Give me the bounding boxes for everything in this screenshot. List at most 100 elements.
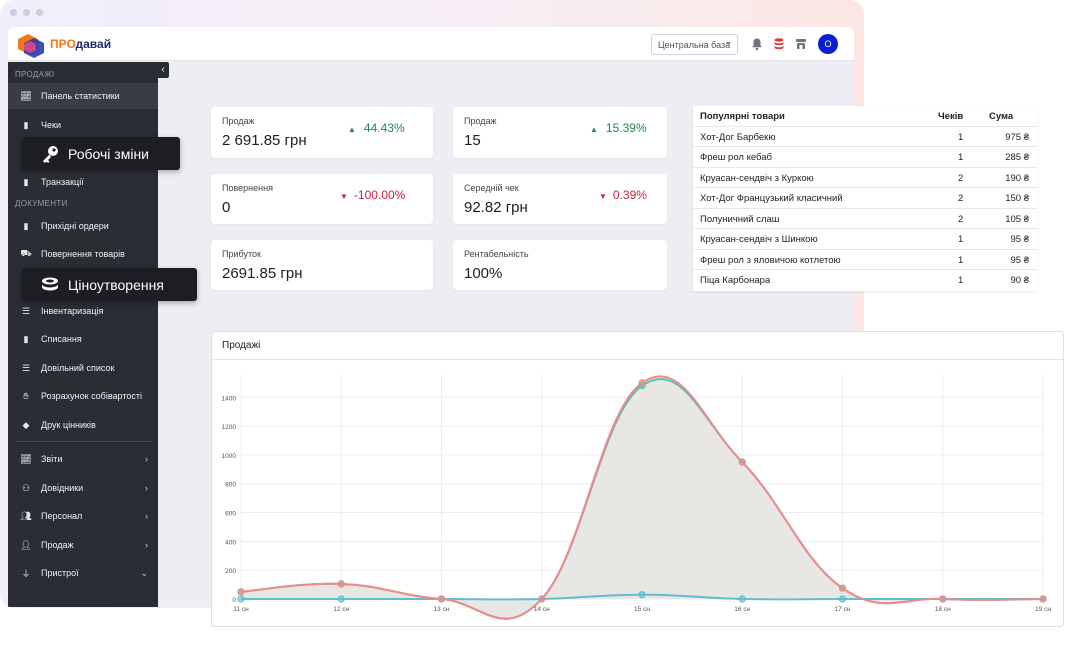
sidebar-item-label: Панель статистики [41, 91, 120, 101]
branch-select[interactable]: Центральна база ▼ [651, 34, 738, 55]
x-tick-label: 11 сн [233, 606, 249, 613]
sidebar-item-writeoffs[interactable]: ▮ Списання [8, 326, 158, 352]
sidebar-item-inventory[interactable]: ☰ Інвентаризація [8, 298, 158, 324]
x-tick-label: 15 сн [634, 606, 650, 613]
y-tick-label: 600 [225, 511, 236, 518]
stat-label: Прибуток [222, 249, 261, 259]
receipt-icon: ▮ [23, 119, 29, 130]
table-row[interactable]: Круасан-сендвіч з Куркою 2 190 ₴ [693, 167, 1037, 187]
bell-icon[interactable] [750, 37, 764, 51]
sidebar-item-label: Прихідні ордери [41, 221, 109, 231]
stat-card-profitability: Рентабельність 100% [453, 240, 667, 290]
cell-checks: 1 [958, 275, 964, 286]
database-icon[interactable] [772, 37, 786, 51]
sidebar-item-label: Продаж [41, 540, 74, 550]
x-tick-label: 16 сн [734, 606, 750, 613]
avatar[interactable]: О [818, 34, 838, 54]
cell-sum: 95 ₴ [1010, 234, 1030, 245]
store-icon[interactable] [794, 37, 808, 51]
data-point [237, 588, 245, 596]
topbar: ПРОдавай Центральна база ▼ О [8, 27, 854, 61]
trash-icon: ▮ [23, 333, 29, 344]
branch-select-value: Центральна база [658, 40, 731, 50]
stat-value: 15 [464, 132, 481, 149]
sidebar-item-reports[interactable]: 📈︎ Звіти › [8, 446, 158, 472]
sidebar-item-custom-list[interactable]: ☰ Довільний список [8, 355, 158, 381]
table-row[interactable]: Піца Карбонара 1 90 ₴ [693, 269, 1037, 289]
stat-card-sales-count: Продаж 15 ▲ 15.39% [453, 107, 667, 158]
arrow-down-icon: ▼ [340, 192, 348, 201]
chevron-left-icon: ‹ [161, 64, 165, 75]
table-row[interactable]: Круасан-сендвіч з Шинкою 1 95 ₴ [693, 228, 1037, 248]
x-tick-label: 12 сн [333, 606, 349, 613]
cell-product: Хот-Дог Барбекю [700, 132, 776, 143]
sidebar-section-documents: ДОКУМЕНТИ [15, 199, 68, 208]
sidebar-item-dashboard[interactable]: 📈︎ Панель статистики [8, 83, 158, 109]
logo-icon[interactable] [16, 32, 46, 58]
table-row[interactable]: Фреш рол кебаб 1 285 ₴ [693, 146, 1037, 166]
sidebar-item-label: Чеки [41, 120, 61, 130]
sidebar-item-sales[interactable]: 👤︎ Продаж › [8, 532, 158, 558]
sales-chart[interactable]: 0 200 400 600 800 1000 1200 1400 11 сн 12 сн 13 сн… [212, 360, 1063, 626]
cell-checks: 2 [958, 193, 964, 204]
tag-icon: ◆ [22, 419, 30, 430]
sidebar-item-label: Звіти [41, 454, 63, 464]
chevron-right-icon: › [145, 483, 148, 493]
table-row[interactable]: Фреш рол з яловичою котлетою 1 95 ₴ [693, 249, 1037, 269]
sidebar-item-price-tags[interactable]: ◆ Друк цінників [8, 412, 158, 438]
chevron-down-icon: ▼ [725, 41, 732, 48]
data-point [337, 580, 345, 588]
sidebar-item-cost-calc[interactable]: ✋︎ Розрахунок собівартості [8, 383, 158, 409]
x-tick-label: 19 сн [1035, 606, 1051, 613]
users-icon: 👥︎ [20, 510, 32, 521]
cell-sum: 90 ₴ [1010, 275, 1030, 286]
chevron-right-icon: › [145, 540, 148, 550]
stat-value: 0 [222, 199, 231, 216]
sidebar-item-directories[interactable]: ⚇ Довідники › [8, 475, 158, 501]
cell-sum: 190 ₴ [1005, 173, 1029, 184]
sidebar-item-transactions[interactable]: ▮ Транзакції [8, 169, 158, 195]
table-row[interactable]: Полуничний слаш 2 105 ₴ [693, 208, 1037, 228]
window-dot[interactable] [36, 9, 43, 16]
sidebar-item-staff[interactable]: 👥︎ Персонал › [8, 503, 158, 529]
sidebar-item-receipts[interactable]: ▮ Чеки [8, 112, 158, 138]
sidebar-section-sales: ПРОДАЖІ [15, 70, 55, 79]
stat-change: ▼ -100.00% [340, 188, 405, 202]
stat-value: 2691.85 грн [222, 265, 303, 282]
sidebar-item-devices[interactable]: ⏚ Пристрої ⌄ [8, 560, 158, 586]
cell-sum: 150 ₴ [1005, 193, 1029, 204]
chevron-down-icon: ⌄ [140, 567, 148, 578]
tooltip-work-shifts[interactable]: Робочі зміни [22, 137, 180, 170]
sidebar-item-label: Інвентаризація [41, 306, 104, 316]
tooltip-pricing[interactable]: Ціноутворення [22, 268, 197, 301]
stat-value: 2 691.85 грн [222, 132, 307, 149]
cell-sum: 95 ₴ [1010, 255, 1030, 266]
sidebar-divider [16, 441, 152, 442]
chart-title: Продажі [222, 340, 261, 351]
cell-sum: 105 ₴ [1005, 214, 1029, 225]
chevron-right-icon: › [145, 454, 148, 464]
sidebar-collapse-button[interactable]: ‹ [157, 62, 169, 78]
chart-line-icon: 📈︎ [20, 90, 32, 101]
sidebar-item-label: Транзакції [41, 177, 84, 187]
table-row[interactable]: Хот-Дог Французький класичний 2 150 ₴ [693, 187, 1037, 207]
sidebar-item-label: Розрахунок собівартості [41, 391, 142, 401]
data-point [738, 595, 746, 603]
x-tick-label: 13 сн [434, 606, 450, 613]
data-point [1039, 595, 1047, 603]
cell-checks: 1 [958, 255, 964, 266]
data-point [437, 595, 446, 603]
brand-part2: давай [75, 37, 112, 51]
stat-change-value: 0.39% [612, 188, 647, 202]
brand-name[interactable]: ПРОдавай [50, 37, 111, 51]
table-row[interactable]: Хот-Дог Барбекю 1 975 ₴ [693, 126, 1037, 146]
stat-card-sales: Продаж 2 691.85 грн ▲ 44.43% [211, 107, 433, 158]
sidebar-item-incoming-orders[interactable]: ▮ Прихідні ордери [8, 213, 158, 239]
y-tick-label: 1000 [222, 453, 237, 460]
column-header-product: Популярні товари [700, 111, 785, 122]
window-dot[interactable] [10, 9, 17, 16]
window-dot[interactable] [23, 9, 30, 16]
sidebar-item-returns[interactable]: ⛟ Повернення товарів [8, 241, 158, 267]
user-icon: 👤︎ [20, 539, 32, 550]
data-point [838, 584, 847, 592]
